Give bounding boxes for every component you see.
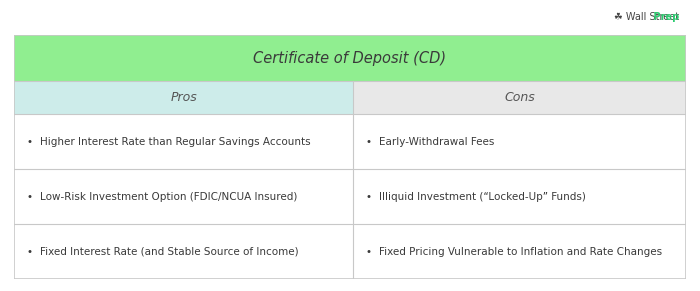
Text: Illiquid Investment (“Locked-Up” Funds): Illiquid Investment (“Locked-Up” Funds) [379, 192, 586, 202]
Text: Fixed Pricing Vulnerable to Inflation and Rate Changes: Fixed Pricing Vulnerable to Inflation an… [379, 247, 662, 257]
FancyBboxPatch shape [14, 81, 354, 114]
Text: Low-Risk Investment Option (FDIC/NCUA Insured): Low-Risk Investment Option (FDIC/NCUA In… [39, 192, 297, 202]
Text: •: • [26, 247, 32, 257]
Text: Certificate of Deposit (CD): Certificate of Deposit (CD) [253, 51, 447, 66]
FancyBboxPatch shape [354, 169, 686, 224]
Text: Pros: Pros [170, 91, 197, 104]
FancyBboxPatch shape [354, 81, 686, 114]
FancyBboxPatch shape [354, 224, 686, 279]
Text: Fixed Interest Rate (and Stable Source of Income): Fixed Interest Rate (and Stable Source o… [39, 247, 298, 257]
FancyBboxPatch shape [14, 114, 354, 169]
Text: Early-Withdrawal Fees: Early-Withdrawal Fees [379, 137, 494, 147]
Text: •: • [365, 137, 372, 147]
FancyBboxPatch shape [14, 169, 354, 224]
Text: Prep: Prep [612, 12, 679, 22]
Text: Cons: Cons [504, 91, 535, 104]
Text: •: • [365, 247, 372, 257]
Text: •: • [26, 137, 32, 147]
FancyBboxPatch shape [14, 35, 686, 81]
Text: •: • [365, 192, 372, 202]
Text: •: • [26, 192, 32, 202]
FancyBboxPatch shape [14, 224, 354, 279]
Text: Higher Interest Rate than Regular Savings Accounts: Higher Interest Rate than Regular Saving… [39, 137, 310, 147]
Text: ☘ Wall Street: ☘ Wall Street [614, 12, 679, 22]
FancyBboxPatch shape [354, 114, 686, 169]
